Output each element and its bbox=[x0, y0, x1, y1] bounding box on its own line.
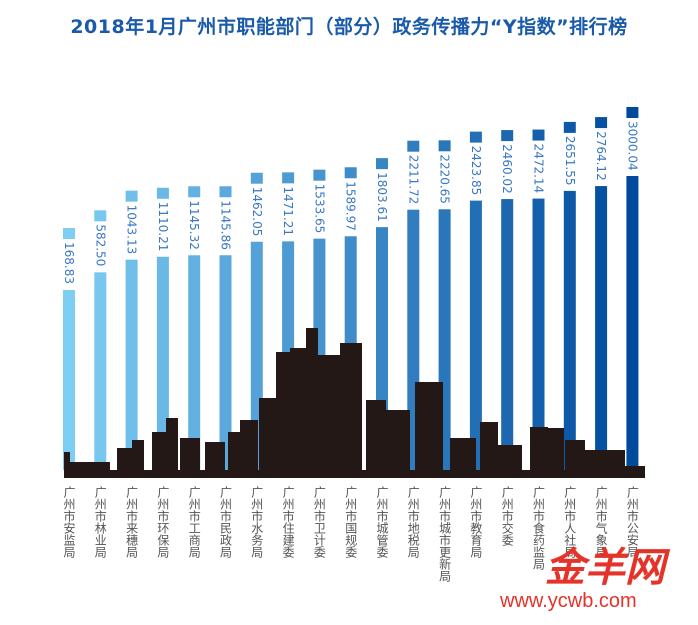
skyline-building bbox=[548, 428, 564, 478]
category-label: 广州市公安局 bbox=[625, 486, 640, 558]
logo-url: www.ycwb.com bbox=[500, 590, 637, 612]
value-label: 1471.21 bbox=[281, 186, 295, 236]
bar-cap bbox=[250, 172, 263, 184]
value-label: 2460.02 bbox=[500, 144, 514, 194]
category-label: 广州市林业局 bbox=[93, 486, 108, 558]
bar-cap bbox=[282, 172, 295, 184]
bar bbox=[94, 272, 107, 470]
bar bbox=[595, 186, 608, 470]
bar-cap bbox=[376, 158, 388, 170]
value-label: 1589.97 bbox=[344, 181, 358, 231]
skyline-building bbox=[64, 470, 644, 478]
bar-cap bbox=[532, 129, 545, 141]
bar-cap bbox=[469, 131, 482, 143]
bar-cap bbox=[313, 169, 326, 181]
skyline-building bbox=[290, 348, 308, 478]
value-label: 2472.14 bbox=[532, 144, 546, 194]
category-label: 广州市人社局 bbox=[562, 486, 577, 558]
value-label: 2651.55 bbox=[563, 136, 577, 186]
skyline-building bbox=[530, 427, 548, 478]
category-label: 广州市工商局 bbox=[187, 486, 202, 558]
skyline-building bbox=[318, 355, 340, 478]
bar bbox=[501, 199, 514, 470]
skyline-building bbox=[152, 432, 166, 478]
value-label: 1145.86 bbox=[219, 200, 233, 250]
bar bbox=[125, 259, 138, 470]
category-label: 广州市城管委 bbox=[375, 486, 389, 558]
value-label: 2220.65 bbox=[438, 154, 452, 204]
skyline-building bbox=[180, 438, 200, 478]
bar-cap bbox=[94, 210, 107, 222]
value-label: 1462.05 bbox=[250, 187, 264, 237]
value-label: 2211.72 bbox=[406, 155, 420, 205]
skyline-building bbox=[386, 410, 410, 478]
skyline-building bbox=[306, 328, 318, 478]
skyline-building bbox=[132, 440, 144, 478]
category-label: 广州市食药监局 bbox=[531, 486, 546, 570]
skyline-building bbox=[565, 440, 585, 478]
value-label: 582.50 bbox=[93, 224, 107, 266]
value-label: 1145.32 bbox=[187, 200, 201, 250]
value-label: 1533.65 bbox=[312, 184, 326, 234]
bar-cap bbox=[344, 167, 357, 179]
skyline-building bbox=[480, 422, 498, 478]
skyline-building bbox=[276, 352, 290, 478]
category-label: 广州市环保局 bbox=[155, 486, 170, 558]
bar-cap bbox=[438, 140, 451, 152]
category-label: 广州市气象局 bbox=[594, 486, 609, 558]
category-label: 广州市民政局 bbox=[218, 486, 233, 558]
value-label: 1110.21 bbox=[156, 202, 170, 252]
bar-cap bbox=[188, 186, 201, 198]
bar-cap bbox=[219, 186, 232, 198]
bar bbox=[563, 190, 576, 470]
category-label: 广州市住建委 bbox=[281, 486, 296, 558]
bar bbox=[469, 200, 482, 470]
bar bbox=[219, 255, 232, 470]
logo: 金羊网 bbox=[545, 545, 665, 591]
value-label: 1043.13 bbox=[125, 205, 139, 255]
bar-cap bbox=[501, 130, 514, 142]
bar bbox=[532, 198, 545, 470]
bar bbox=[63, 290, 75, 470]
skyline-building bbox=[415, 382, 443, 478]
skyline-building bbox=[340, 343, 362, 478]
bar-cap bbox=[626, 107, 639, 118]
category-label: 广州市卫计委 bbox=[312, 486, 327, 558]
category-label: 广州市水务局 bbox=[249, 486, 264, 558]
bar bbox=[250, 241, 263, 470]
value-label: 2764.12 bbox=[594, 131, 608, 181]
bar bbox=[188, 255, 201, 470]
bar-cap bbox=[595, 117, 608, 129]
skyline-building bbox=[205, 442, 225, 478]
bar bbox=[156, 256, 169, 470]
bar-cap bbox=[156, 187, 169, 199]
bar-cap bbox=[563, 121, 576, 133]
value-label: 2423.85 bbox=[469, 146, 483, 196]
category-label: 广州市交委 bbox=[500, 486, 515, 546]
value-label: 168.83 bbox=[62, 242, 76, 284]
value-label: 1803.61 bbox=[375, 172, 389, 222]
category-label: 广州市来穗局 bbox=[124, 486, 139, 558]
category-label: 广州市教育局 bbox=[468, 486, 483, 558]
skyline-building bbox=[259, 398, 277, 478]
category-label: 广州市地税局 bbox=[406, 486, 421, 558]
chart-title: 2018年1月广州市职能部门（部分）政务传播力“Y指数”排行榜 bbox=[70, 16, 628, 38]
bar-cap bbox=[125, 190, 138, 202]
skyline-building bbox=[240, 420, 258, 478]
category-label: 广州市城市更新局 bbox=[437, 486, 452, 582]
category-label: 广州市安监局 bbox=[62, 486, 76, 558]
bar bbox=[626, 176, 639, 470]
skyline-building bbox=[166, 418, 178, 478]
skyline-building bbox=[228, 432, 240, 478]
value-label: 3000.04 bbox=[625, 121, 639, 171]
bar-cap bbox=[63, 228, 75, 239]
category-label: 广州市国规委 bbox=[343, 486, 358, 558]
bar-cap bbox=[407, 140, 420, 152]
skyline-building bbox=[366, 400, 386, 478]
skyline-building bbox=[64, 452, 70, 478]
